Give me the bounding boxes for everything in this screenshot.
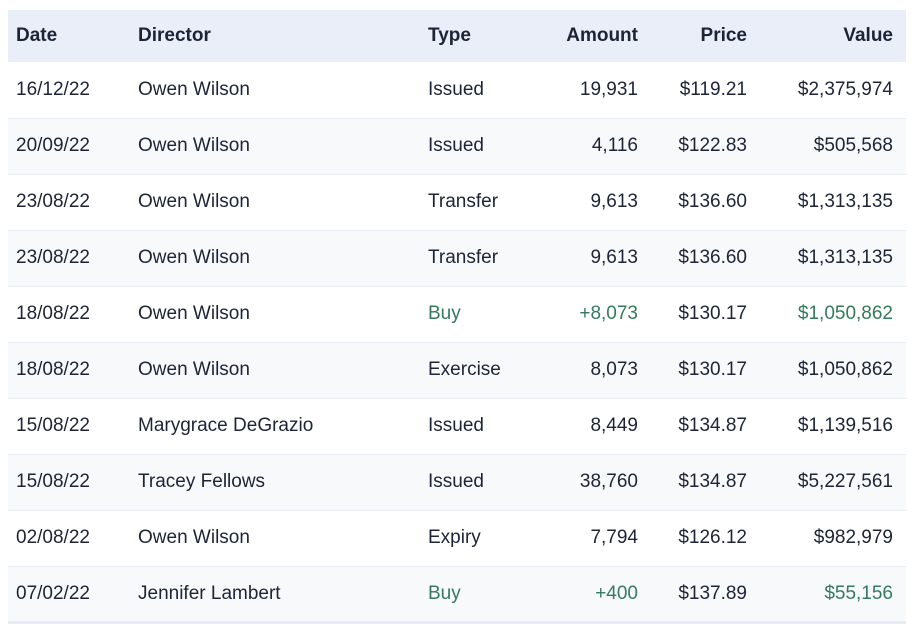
cell-date: 20/09/22: [16, 135, 90, 156]
transactions-table: Date Director Type Amount Price Value 16…: [8, 10, 906, 622]
column-header-type: Type: [428, 10, 560, 62]
cell-type: Exercise: [428, 359, 501, 380]
header-row: Date Director Type Amount Price Value: [8, 10, 906, 62]
cell-value: $1,139,516: [797, 415, 893, 436]
table-row: 18/08/22 Owen Wilson Buy +8,073 $130.17 …: [8, 286, 906, 342]
cell-amount: 9,613: [590, 247, 638, 268]
cell-amount: 19,931: [579, 78, 638, 100]
cell-price: $136.60: [678, 247, 747, 268]
cell-price: $134.87: [678, 471, 747, 492]
cell-type: Buy: [428, 583, 461, 605]
cell-type: Issued: [428, 471, 484, 492]
cell-date: 02/08/22: [16, 527, 90, 548]
cell-value: $5,227,561: [797, 471, 893, 492]
cell-director: Owen Wilson: [138, 303, 250, 324]
table-row: 20/09/22 Owen Wilson Issued 4,116 $122.8…: [8, 118, 906, 174]
cell-date: 15/08/22: [16, 471, 90, 492]
table-row: 16/12/22 Owen Wilson Issued 19,931 $119.…: [8, 62, 906, 118]
cell-value: $505,568: [813, 135, 893, 156]
cell-amount: 38,760: [579, 471, 638, 492]
cell-date: 23/08/22: [16, 191, 90, 212]
cell-amount: 9,613: [590, 191, 638, 212]
cell-type: Issued: [428, 135, 484, 156]
cell-amount: 7,794: [590, 527, 638, 548]
cell-director: Marygrace DeGrazio: [138, 415, 314, 436]
column-header-director: Director: [138, 10, 428, 62]
table-row: 02/08/22 Owen Wilson Expiry 7,794 $126.1…: [8, 510, 906, 566]
cell-type: Buy: [428, 303, 461, 324]
cell-value: $1,313,135: [797, 191, 893, 212]
cell-price: $130.17: [678, 303, 747, 324]
cell-director: Owen Wilson: [138, 359, 250, 380]
cell-director: Owen Wilson: [138, 247, 250, 268]
table-row: 23/08/22 Owen Wilson Transfer 9,613 $136…: [8, 230, 906, 286]
cell-amount: +8,073: [579, 303, 638, 324]
cell-date: 16/12/22: [16, 78, 90, 100]
cell-price: $122.83: [678, 135, 747, 156]
cell-director: Owen Wilson: [138, 527, 250, 548]
cell-price: $136.60: [678, 191, 747, 212]
cell-amount: 8,073: [590, 359, 638, 380]
column-header-amount: Amount: [560, 10, 648, 62]
cell-type: Transfer: [428, 247, 499, 268]
column-header-date: Date: [8, 10, 138, 62]
cell-price: $137.89: [678, 583, 747, 605]
column-header-value: Value: [757, 10, 906, 62]
column-header-price: Price: [648, 10, 757, 62]
cell-price: $130.17: [678, 359, 747, 380]
cell-type: Expiry: [428, 527, 481, 548]
table-row: 15/08/22 Tracey Fellows Issued 38,760 $1…: [8, 454, 906, 510]
cell-value: $55,156: [824, 583, 893, 605]
cell-type: Transfer: [428, 191, 499, 212]
cell-director: Owen Wilson: [138, 135, 250, 156]
table-header: Date Director Type Amount Price Value: [8, 10, 906, 62]
cell-value: $1,050,862: [797, 359, 893, 380]
cell-type: Issued: [428, 78, 484, 100]
cell-value: $982,979: [813, 527, 893, 548]
table-body: 16/12/22 Owen Wilson Issued 19,931 $119.…: [8, 62, 906, 622]
cell-director: Owen Wilson: [138, 78, 250, 100]
cell-date: 15/08/22: [16, 415, 90, 436]
cell-value: $1,050,862: [797, 303, 893, 324]
cell-director: Tracey Fellows: [138, 471, 266, 492]
cell-price: $126.12: [678, 527, 747, 548]
cell-type: Issued: [428, 415, 484, 436]
cell-value: $2,375,974: [797, 78, 893, 100]
cell-value: $1,313,135: [797, 247, 893, 268]
table-row: 23/08/22 Owen Wilson Transfer 9,613 $136…: [8, 174, 906, 230]
cell-price: $134.87: [678, 415, 747, 436]
cell-amount: 8,449: [590, 415, 638, 436]
cell-date: 18/08/22: [16, 303, 90, 324]
cell-price: $119.21: [679, 78, 747, 100]
cell-date: 23/08/22: [16, 247, 90, 268]
cell-date: 07/02/22: [16, 583, 90, 605]
director-transactions-table: Date Director Type Amount Price Value 16…: [8, 10, 906, 622]
cell-director: Jennifer Lambert: [138, 583, 281, 605]
table-row: 15/08/22 Marygrace DeGrazio Issued 8,449…: [8, 398, 906, 454]
table-bottom-edge: [8, 621, 906, 624]
cell-director: Owen Wilson: [138, 191, 250, 212]
cell-amount: 4,116: [591, 135, 638, 156]
cell-date: 18/08/22: [16, 359, 90, 380]
table-row: 07/02/22 Jennifer Lambert Buy +400 $137.…: [8, 566, 906, 622]
table-row: 18/08/22 Owen Wilson Exercise 8,073 $130…: [8, 342, 906, 398]
cell-amount: +400: [595, 583, 638, 605]
